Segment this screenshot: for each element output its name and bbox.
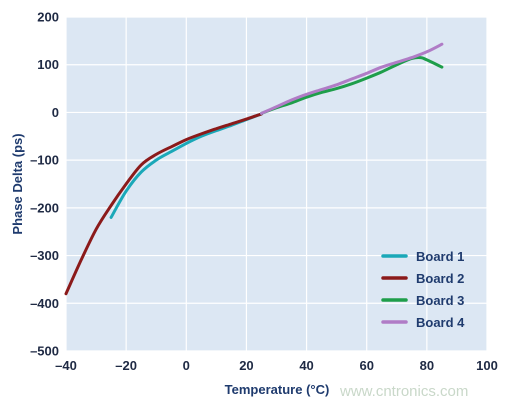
legend-label-board-3: Board 3	[416, 293, 464, 308]
x-tick-label: –40	[55, 358, 77, 373]
plot-area	[66, 17, 487, 351]
x-tick-label: –20	[115, 358, 137, 373]
y-tick-label: 0	[52, 105, 59, 120]
x-tick-label: 0	[183, 358, 190, 373]
y-tick-label: –200	[30, 200, 59, 215]
y-axis-title: Phase Delta (ps)	[10, 133, 25, 234]
x-tick-label: 40	[299, 358, 313, 373]
watermark: www.cntronics.com	[339, 383, 468, 400]
y-tick-label: –500	[30, 344, 59, 359]
series-line-board-2	[64, 112, 263, 296]
y-tick-label: –400	[30, 296, 59, 311]
grid	[65, 16, 488, 352]
series-line-board-4	[260, 42, 444, 115]
series-line-board-3	[260, 55, 444, 115]
x-tick-label: 20	[239, 358, 253, 373]
legend-label-board-4: Board 4	[416, 315, 465, 330]
y-tick-label: –300	[30, 248, 59, 263]
x-tick-label: 80	[420, 358, 434, 373]
y-tick-label: 200	[37, 10, 59, 25]
y-axis: –500 –400 –300 –200 –100 0 100 200	[30, 10, 59, 359]
legend: Board 1 Board 2 Board 3 Board 4	[381, 249, 465, 330]
x-axis-title: Temperature (°C)	[225, 382, 330, 397]
legend-label-board-1: Board 1	[416, 249, 464, 264]
x-axis: –40 –20 0 20 40 60 80 100	[55, 358, 498, 373]
x-tick-label: 60	[359, 358, 373, 373]
legend-label-board-2: Board 2	[416, 271, 464, 286]
y-tick-label: –100	[30, 153, 59, 168]
series-group	[64, 42, 444, 296]
x-tick-label: 100	[476, 358, 498, 373]
y-tick-label: 100	[37, 57, 59, 72]
